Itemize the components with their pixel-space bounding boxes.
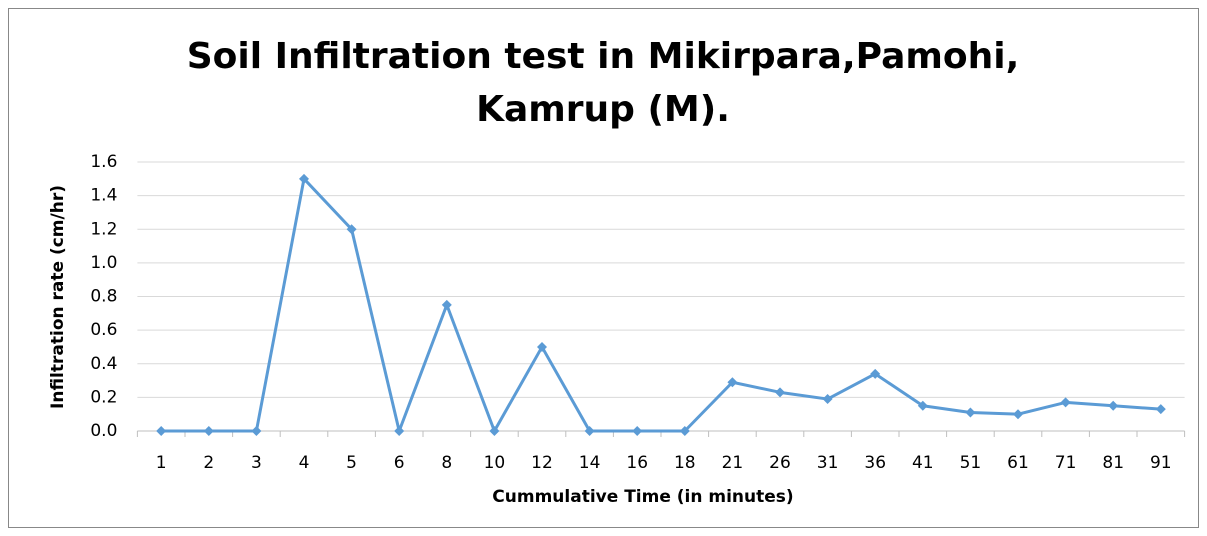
x-tick-label: 36 [864, 453, 886, 473]
marker [156, 426, 167, 436]
marker [727, 377, 738, 388]
y-tick-label: 1.0 [90, 253, 117, 273]
x-tick-label: 81 [1102, 453, 1124, 473]
y-tick-label: 0.2 [90, 387, 117, 407]
marker [1108, 400, 1119, 411]
y-tick-label: 1.4 [90, 186, 117, 206]
x-tick-label: 51 [960, 453, 982, 473]
x-tick-label: 21 [722, 453, 744, 473]
x-tick-label: 5 [346, 453, 357, 473]
x-tick-label: 3 [251, 453, 262, 473]
x-tick-label: 4 [299, 453, 310, 473]
chart-border [8, 8, 1199, 528]
y-tick-label: 1.6 [90, 152, 117, 172]
y-tick-label: 0.4 [90, 354, 117, 374]
marker [1060, 397, 1071, 408]
marker [1155, 404, 1166, 415]
y-tick-label: 1.2 [90, 219, 117, 239]
marker [775, 387, 785, 398]
y-tick-label: 0.6 [90, 320, 117, 340]
x-tick-label: 8 [441, 453, 452, 473]
marker [584, 426, 595, 436]
x-tick-label: 6 [394, 453, 405, 473]
marker [394, 426, 405, 436]
series-line [161, 177, 1161, 433]
marker [537, 341, 547, 352]
x-tick-label: 31 [817, 453, 839, 473]
marker [1013, 409, 1023, 420]
x-tick-label: 71 [1055, 453, 1077, 473]
marker [870, 368, 881, 379]
x-tick-label: 1 [156, 453, 167, 473]
x-tick-label: 91 [1150, 453, 1172, 473]
marker [965, 407, 976, 418]
chart-title: Kamrup (M). [476, 89, 730, 130]
x-axis-title: Cummulative Time (in minutes) [492, 487, 793, 507]
x-tick-label: 41 [912, 453, 934, 473]
marker [632, 426, 643, 436]
chart-title: Soil Infiltration test in Mikirpara,Pamo… [187, 36, 1020, 77]
marker [489, 426, 500, 436]
marker [822, 394, 833, 405]
x-tick-label: 26 [769, 453, 791, 473]
marker [441, 299, 452, 310]
y-axis-title: Infiltration rate (cm/hr) [48, 185, 68, 409]
x-tick-label: 10 [484, 453, 506, 473]
marker [679, 426, 690, 436]
x-tick-label: 61 [1007, 453, 1029, 473]
y-tick-label: 0.8 [90, 287, 117, 307]
x-tick-label: 18 [674, 453, 696, 473]
x-tick-label: 2 [203, 453, 214, 473]
marker [299, 173, 309, 184]
x-tick-label: 12 [531, 453, 553, 473]
marker [251, 426, 262, 436]
x-tick-label: 16 [626, 453, 648, 473]
x-tick-label: 14 [579, 453, 601, 473]
y-tick-label: 0.0 [90, 421, 117, 441]
marker [203, 426, 214, 436]
marker [346, 224, 357, 235]
marker [917, 400, 928, 411]
